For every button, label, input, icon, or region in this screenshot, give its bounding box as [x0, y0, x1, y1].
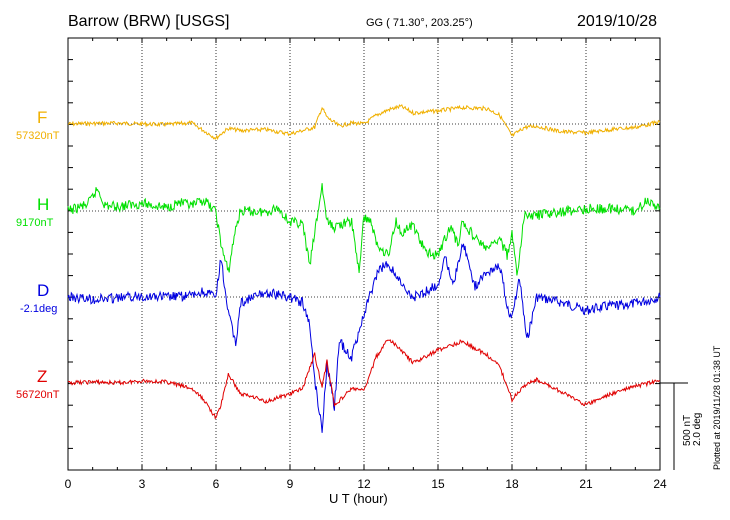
date-label: 2019/10/28: [577, 13, 658, 30]
series-name-Z: Z: [37, 367, 48, 386]
series-line-D: [67, 243, 661, 433]
scale-deg-label: 2.0 deg: [692, 412, 703, 446]
x-tick-label: 6: [213, 477, 220, 491]
series-name-D: D: [37, 281, 50, 300]
scale-bar: [660, 382, 688, 470]
x-tick-label: 24: [653, 477, 667, 491]
series-line-H: [67, 183, 661, 276]
x-tick-label: 15: [431, 477, 445, 491]
x-tick-label: 3: [139, 477, 146, 491]
series-name-H: H: [37, 195, 50, 214]
series-group: [67, 103, 661, 433]
x-tick-label: 9: [287, 477, 294, 491]
x-axis-label: U T (hour): [329, 491, 388, 506]
series-name-F: F: [37, 108, 48, 127]
plotted-note: Plotted at 2019/11/28 01:38 UT: [712, 345, 722, 470]
grid-lines: [68, 38, 660, 470]
baseline-label-D: -2.1deg: [20, 303, 58, 315]
series-line-F: [67, 103, 661, 141]
series-line-Z: [67, 339, 661, 420]
coordinates-label: GG ( 71.30°, 203.25°): [366, 17, 473, 29]
axis-ticks: 0 3 6 9 12 15 18 21 24: [65, 37, 667, 491]
baseline-label-F: 57320nT: [16, 130, 60, 142]
x-tick-label: 21: [579, 477, 593, 491]
x-tick-label: 0: [65, 477, 72, 491]
x-tick-label: 18: [505, 477, 519, 491]
baseline-label-H: 9170nT: [16, 217, 54, 229]
x-tick-label: 12: [357, 477, 371, 491]
station-title: Barrow (BRW) [USGS]: [68, 13, 230, 30]
baseline-label-Z: 56720nT: [16, 389, 60, 401]
